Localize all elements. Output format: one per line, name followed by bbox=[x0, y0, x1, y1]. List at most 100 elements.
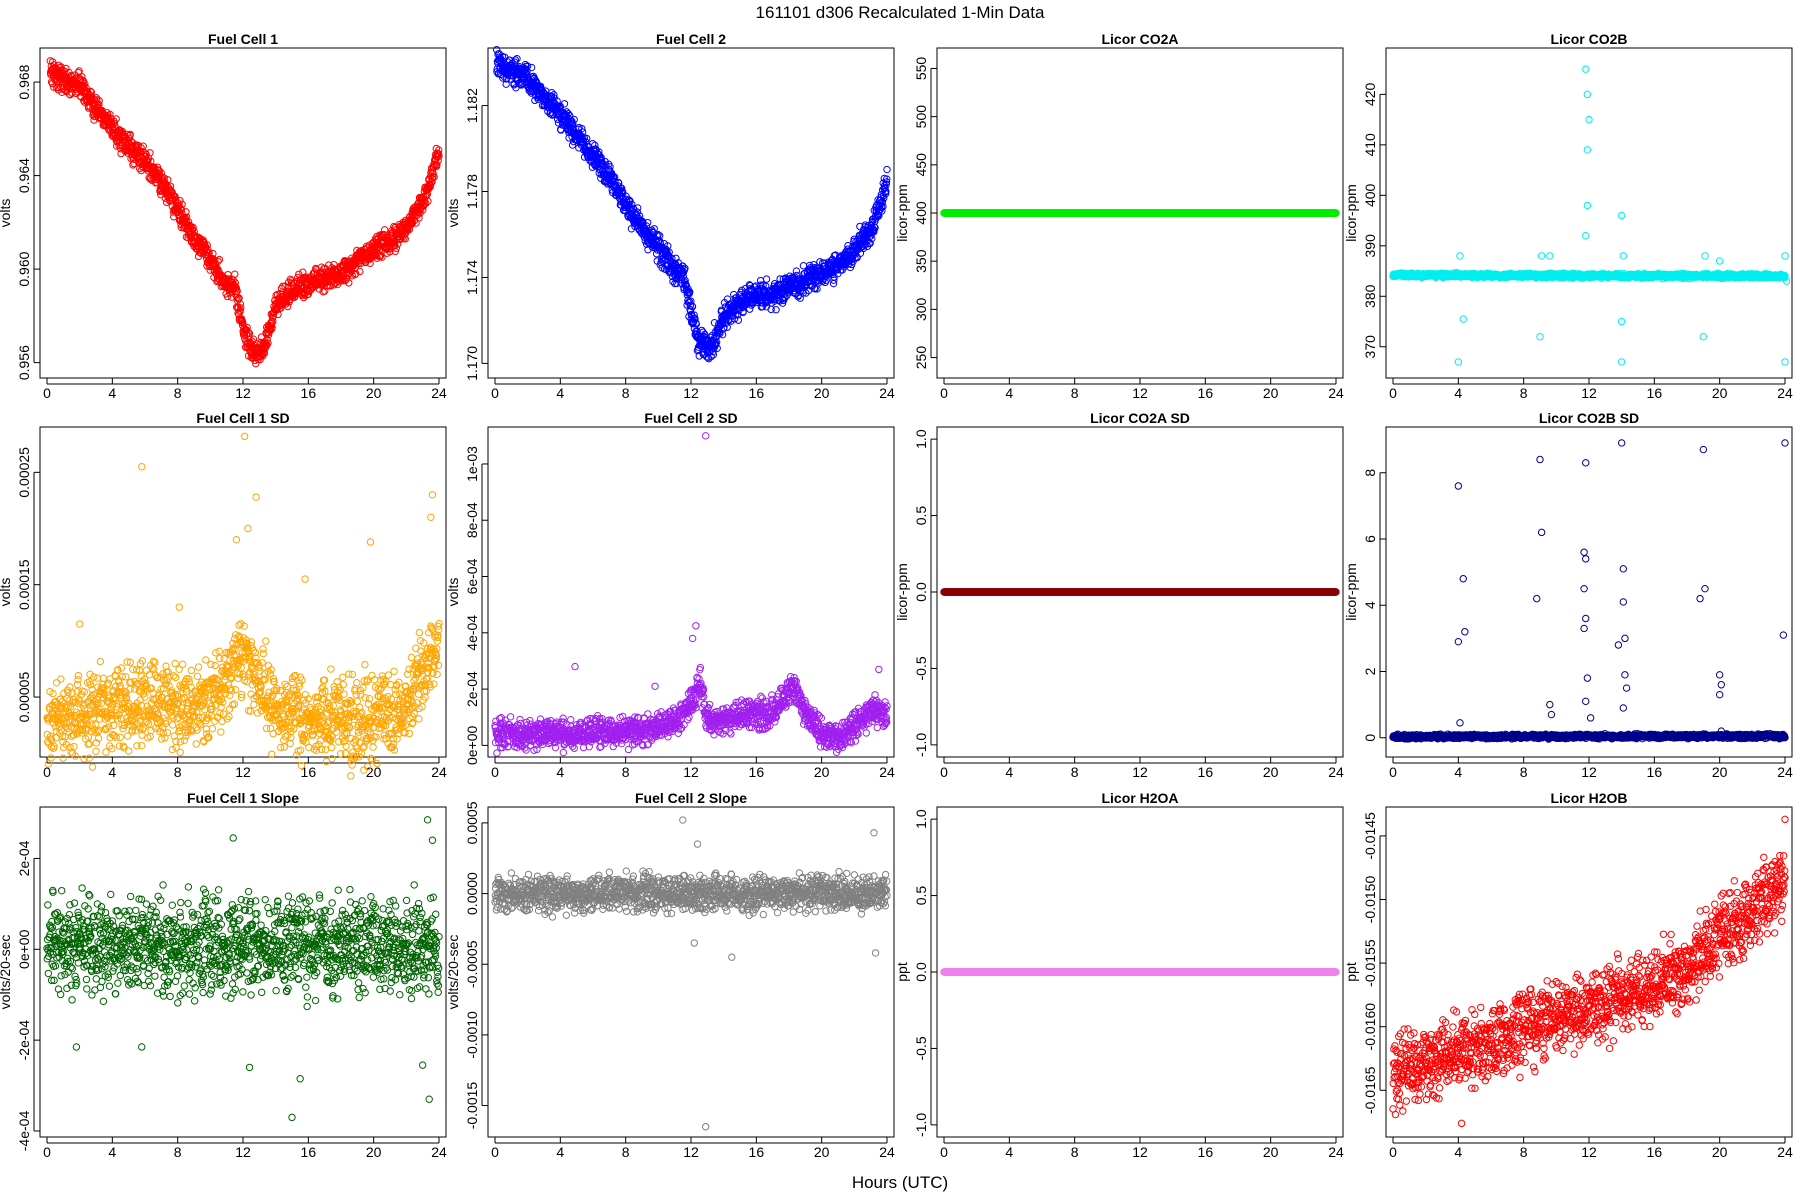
data-point bbox=[126, 130, 134, 139]
scatter-points bbox=[940, 209, 1340, 217]
x-tick-label: 4 bbox=[556, 385, 564, 401]
y-tick-label: 1.182 bbox=[464, 88, 480, 123]
data-point bbox=[209, 249, 217, 258]
y-tick-label: 410 bbox=[1362, 133, 1378, 157]
x-tick-label: 16 bbox=[749, 385, 765, 401]
x-tick-label: 24 bbox=[1328, 385, 1344, 401]
data-point bbox=[178, 200, 186, 209]
data-point bbox=[58, 67, 66, 75]
y-tick-label: 0.968 bbox=[16, 64, 32, 99]
y-axis-label: volts bbox=[0, 199, 13, 228]
data-point bbox=[71, 75, 79, 83]
data-point bbox=[231, 279, 240, 287]
data-point bbox=[263, 336, 271, 344]
data-point bbox=[232, 284, 241, 292]
x-tick-label: 24 bbox=[431, 385, 447, 401]
data-point bbox=[772, 306, 780, 314]
x-tick-label: 8 bbox=[1520, 385, 1528, 401]
data-point bbox=[110, 119, 118, 127]
data-point bbox=[182, 213, 191, 221]
data-point bbox=[95, 97, 103, 105]
data-point bbox=[304, 290, 312, 298]
data-point bbox=[169, 191, 177, 199]
data-point bbox=[146, 149, 154, 157]
x-tick-label: 8 bbox=[1071, 385, 1079, 401]
data-point bbox=[233, 287, 241, 295]
x-tick-label: 16 bbox=[301, 385, 317, 401]
data-point bbox=[269, 317, 277, 326]
panel-title: Fuel Cell 1 bbox=[208, 31, 278, 47]
data-point bbox=[284, 302, 292, 311]
x-tick-label: 8 bbox=[174, 385, 182, 401]
y-tick-label: 400 bbox=[1362, 183, 1378, 207]
data-point bbox=[231, 270, 239, 278]
y-tick-label: 1.174 bbox=[464, 260, 480, 295]
data-point bbox=[155, 167, 164, 175]
x-tick-label: 0 bbox=[1389, 385, 1397, 401]
y-tick-label: 0.956 bbox=[16, 345, 32, 380]
y-axis-label: licor-ppm bbox=[1343, 184, 1359, 242]
data-point bbox=[245, 329, 254, 338]
x-tick-label: 20 bbox=[814, 385, 830, 401]
data-point bbox=[264, 339, 272, 347]
data-point bbox=[211, 256, 219, 265]
x-tick-label: 12 bbox=[1581, 385, 1597, 401]
x-tick-label: 20 bbox=[1263, 385, 1279, 401]
data-point bbox=[237, 304, 245, 312]
data-point bbox=[279, 282, 287, 290]
data-point bbox=[269, 312, 277, 320]
panel-title: Licor CO2A bbox=[1101, 31, 1178, 47]
data-point bbox=[214, 257, 222, 265]
x-tick-label: 0 bbox=[491, 385, 499, 401]
data-point bbox=[883, 165, 891, 174]
scatter-points bbox=[1389, 65, 1791, 366]
data-point bbox=[633, 204, 642, 212]
data-point bbox=[176, 197, 184, 205]
data-point bbox=[106, 110, 114, 119]
data-point bbox=[177, 206, 186, 214]
data-point bbox=[762, 275, 771, 283]
x-tick-label: 16 bbox=[1198, 385, 1214, 401]
data-point bbox=[171, 192, 179, 201]
y-axis-label: volts bbox=[445, 199, 461, 228]
scatter-points bbox=[492, 45, 891, 363]
y-tick-label: 0.964 bbox=[16, 158, 32, 193]
data-point bbox=[164, 176, 172, 184]
data-point bbox=[78, 73, 86, 81]
data-point bbox=[75, 67, 83, 75]
data-point bbox=[215, 255, 224, 264]
data-point bbox=[236, 300, 245, 308]
x-tick-label: 12 bbox=[683, 385, 699, 401]
x-tick-label: 4 bbox=[1005, 385, 1013, 401]
y-tick-label: 0.960 bbox=[16, 251, 32, 286]
x-tick-label: 12 bbox=[235, 385, 251, 401]
panel-title: Fuel Cell 2 bbox=[656, 31, 726, 47]
y-tick-label: 1.170 bbox=[464, 346, 480, 381]
data-point bbox=[176, 204, 185, 213]
panels-group: Fuel Cell 1 volts 0 4 8 12 16 20 24 0.956 0.960 0.9… bbox=[0, 31, 1793, 1160]
y-tick-label: 300 bbox=[913, 297, 929, 321]
data-point bbox=[87, 88, 96, 96]
data-point bbox=[112, 115, 120, 123]
y-tick-label: 380 bbox=[1362, 284, 1378, 308]
x-tick-label: 12 bbox=[1132, 385, 1148, 401]
data-point bbox=[189, 223, 197, 232]
y-tick-label: 500 bbox=[913, 105, 929, 129]
scatter-points bbox=[46, 57, 443, 368]
x-tick-label: 8 bbox=[622, 385, 630, 401]
figure-title: 161101 d306 Recalculated 1-Min Data bbox=[756, 3, 1045, 22]
data-point bbox=[203, 241, 211, 249]
y-tick-label: 370 bbox=[1362, 335, 1378, 359]
x-tick-label: 24 bbox=[1777, 385, 1793, 401]
y-tick-label: 1.178 bbox=[464, 174, 480, 209]
y-tick-label: 450 bbox=[913, 153, 929, 177]
figure-xlabel: Hours (UTC) bbox=[852, 1173, 948, 1192]
x-tick-label: 4 bbox=[108, 385, 116, 401]
data-point bbox=[228, 293, 236, 301]
data-point bbox=[263, 341, 271, 349]
x-tick-label: 4 bbox=[1454, 385, 1462, 401]
y-tick-label: 550 bbox=[913, 57, 929, 81]
x-tick-label: 0 bbox=[43, 385, 51, 401]
